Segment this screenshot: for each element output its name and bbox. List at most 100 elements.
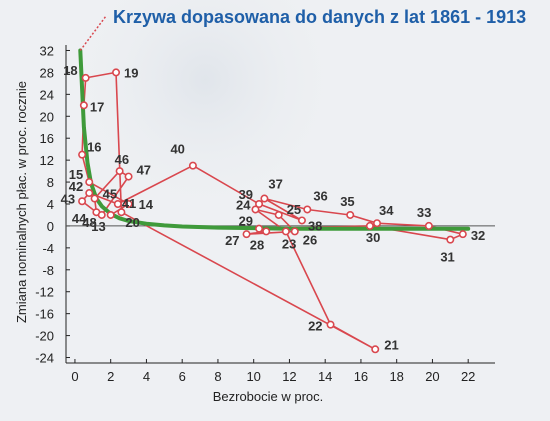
point-label: 13 (91, 219, 105, 234)
x-axis-title: Bezrobocie w proc. (213, 389, 324, 404)
point-label: 47 (137, 163, 151, 178)
data-point (290, 227, 299, 236)
y-tick-label: 24 (40, 87, 54, 102)
point-label: 20 (125, 215, 139, 230)
x-tick-label: 0 (71, 369, 78, 384)
watermark-logo (60, 0, 350, 225)
x-tick-label: 20 (425, 369, 439, 384)
point-label: 16 (87, 140, 101, 155)
point-label: 24 (236, 197, 251, 212)
data-point (371, 345, 380, 354)
data-point (97, 210, 106, 219)
point-label: 29 (239, 214, 253, 229)
point-label: 34 (379, 203, 394, 218)
point-label: 38 (308, 218, 322, 233)
point-label: 15 (69, 167, 83, 182)
data-point (78, 197, 87, 206)
point-label: 40 (170, 142, 184, 157)
point-label: 48 (82, 215, 96, 230)
data-point (115, 167, 124, 176)
x-tick-label: 22 (461, 369, 475, 384)
title-connector (79, 15, 107, 51)
data-point (255, 200, 264, 209)
point-label: 44 (72, 211, 87, 226)
data-point (90, 194, 99, 203)
data-point (78, 150, 87, 159)
data-point (124, 200, 133, 209)
point-label: 39 (239, 187, 253, 202)
data-point (297, 216, 306, 225)
axes: 0 2 4 6 8 10 12 14 16 18 20 22322824201612840-4-8-1… (35, 43, 495, 384)
point-label: 21 (384, 337, 398, 352)
point-label: 30 (366, 230, 380, 245)
point-label: 46 (115, 152, 129, 167)
point-label: 42 (69, 179, 83, 194)
data-point (373, 219, 382, 228)
y-tick-label: 12 (40, 153, 54, 168)
y-tick-label: -4 (42, 241, 54, 256)
fitted-curve (78, 48, 471, 231)
data-point (113, 200, 122, 209)
x-tick-label: 10 (246, 369, 260, 384)
point-label: 22 (308, 319, 322, 334)
y-tick-label: 20 (40, 109, 54, 124)
y-tick-label: 32 (40, 43, 54, 58)
y-tick-label: 0 (47, 219, 54, 234)
data-point (446, 235, 455, 244)
x-tick-label: 14 (318, 369, 332, 384)
data-point (255, 224, 264, 233)
point-label: 26 (303, 232, 317, 247)
point-label: 27 (225, 233, 239, 248)
y-tick-label: -12 (35, 285, 54, 300)
data-point (458, 230, 467, 239)
point-label: 36 (313, 188, 327, 203)
point-label: 17 (90, 99, 104, 114)
x-tick-label: 16 (354, 369, 368, 384)
point-label: 18 (63, 63, 77, 78)
point-label: 19 (124, 65, 138, 80)
point-label: 35 (340, 194, 354, 209)
x-tick-label: 4 (143, 369, 150, 384)
data-point (79, 101, 88, 110)
data-point (326, 320, 335, 329)
point-label: 41 (122, 196, 136, 211)
y-tick-label: -24 (35, 351, 54, 366)
point-label: 28 (250, 237, 264, 252)
point-label: 33 (417, 205, 431, 220)
data-point (260, 194, 269, 203)
chart-title: Krzywa dopasowana do danych z lat 1861 -… (113, 7, 526, 27)
data-point (117, 208, 126, 217)
y-tick-label: 28 (40, 65, 54, 80)
data-point (242, 230, 251, 239)
point-label: 37 (268, 177, 282, 192)
data-point (85, 178, 94, 187)
point-label: 25 (287, 202, 301, 217)
data-point (346, 210, 355, 219)
data-point (274, 210, 283, 219)
point-label: 32 (471, 228, 485, 243)
data-point (262, 227, 271, 236)
y-axis-title: Zmiana nominalnych płac. w proc. rocznie (14, 81, 29, 323)
point-label: 45 (103, 187, 117, 202)
y-tick-label: 8 (47, 175, 54, 190)
y-tick-label: -20 (35, 329, 54, 344)
x-tick-label: 8 (214, 369, 221, 384)
point-label: 31 (440, 250, 454, 265)
data-point (424, 221, 433, 230)
data-point (85, 189, 94, 198)
x-tick-label: 12 (282, 369, 296, 384)
y-tick-label: -8 (42, 263, 54, 278)
x-tick-label: 6 (179, 369, 186, 384)
point-label: 14 (139, 197, 154, 212)
data-point (106, 210, 115, 219)
y-tick-label: 16 (40, 131, 54, 146)
data-point (251, 205, 260, 214)
x-tick-label: 2 (107, 369, 114, 384)
y-tick-label: 4 (47, 197, 54, 212)
data-point (303, 205, 312, 214)
data-point (112, 68, 121, 77)
point-label: 23 (282, 236, 296, 251)
data-point (365, 221, 374, 230)
